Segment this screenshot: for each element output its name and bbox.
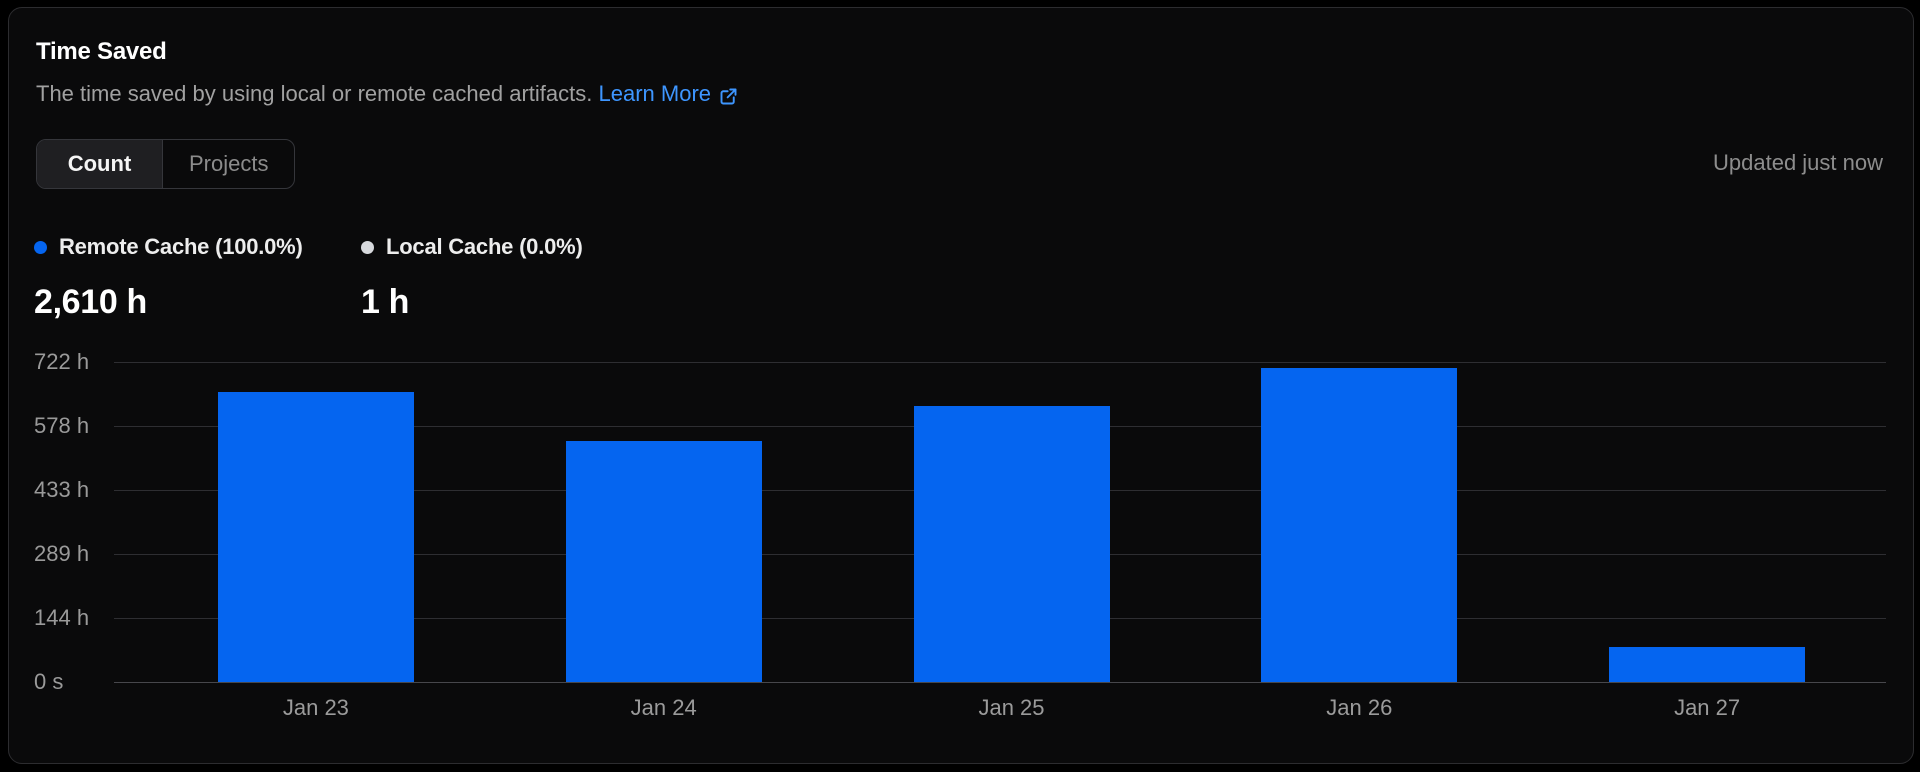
bar-jan-27	[1609, 646, 1806, 682]
updated-status: Updated just now	[1713, 150, 1883, 175]
external-link-icon	[720, 88, 737, 104]
y-axis-tick-label: 578 h	[34, 412, 90, 438]
x-axis-tick-label: Jan 26	[1326, 695, 1393, 720]
gridline	[114, 362, 1886, 363]
bar-jan-24	[565, 440, 762, 682]
x-axis-tick-label: Jan 24	[630, 695, 697, 720]
legend-label-local: Local Cache (0.0%)	[386, 234, 583, 259]
time-saved-card: Time Saved The time saved by using local…	[8, 7, 1914, 764]
view-toggle: Count Projects	[36, 139, 296, 189]
x-axis-line	[114, 682, 1886, 683]
tab-count[interactable]: Count	[37, 140, 162, 188]
y-axis-tick-label: 433 h	[34, 477, 90, 503]
local-cache-total: 1 h	[361, 283, 410, 321]
legend-item-local-cache: Local Cache (0.0%) 1 h	[361, 233, 583, 322]
time-saved-bar-chart: 0 s 144 h 289 h 433 h 578 h 722 h Jan 23 Jan 24…	[9, 8, 1913, 763]
learn-more-link[interactable]: Learn More	[599, 80, 740, 108]
bar-jan-26	[1261, 367, 1458, 682]
legend-item-remote-cache: Remote Cache (100.0%) 2,610 h	[34, 233, 303, 322]
description-text: The time saved by using local or remote …	[36, 81, 593, 106]
local-cache-dot-icon	[361, 240, 374, 254]
legend-label-remote: Remote Cache (100.0%)	[59, 234, 303, 259]
page-title: Time Saved	[36, 38, 167, 65]
bar-jan-25	[913, 405, 1110, 682]
remote-cache-dot-icon	[34, 240, 47, 254]
x-axis-tick-label: Jan 27	[1674, 695, 1741, 720]
learn-more-label: Learn More	[598, 81, 712, 106]
remote-cache-total: 2,610 h	[34, 283, 147, 321]
x-axis-tick-label: Jan 25	[978, 695, 1045, 720]
y-axis-tick-label: 144 h	[34, 605, 90, 631]
tab-projects[interactable]: Projects	[162, 140, 294, 188]
y-axis-tick-label: 0 s	[34, 669, 64, 694]
bar-jan-23	[217, 391, 414, 682]
x-axis-tick-label: Jan 23	[282, 695, 349, 720]
card-description: The time saved by using local or remote …	[36, 80, 739, 108]
y-axis-tick-label: 289 h	[34, 540, 90, 566]
y-axis-tick-label: 722 h	[34, 349, 90, 374]
